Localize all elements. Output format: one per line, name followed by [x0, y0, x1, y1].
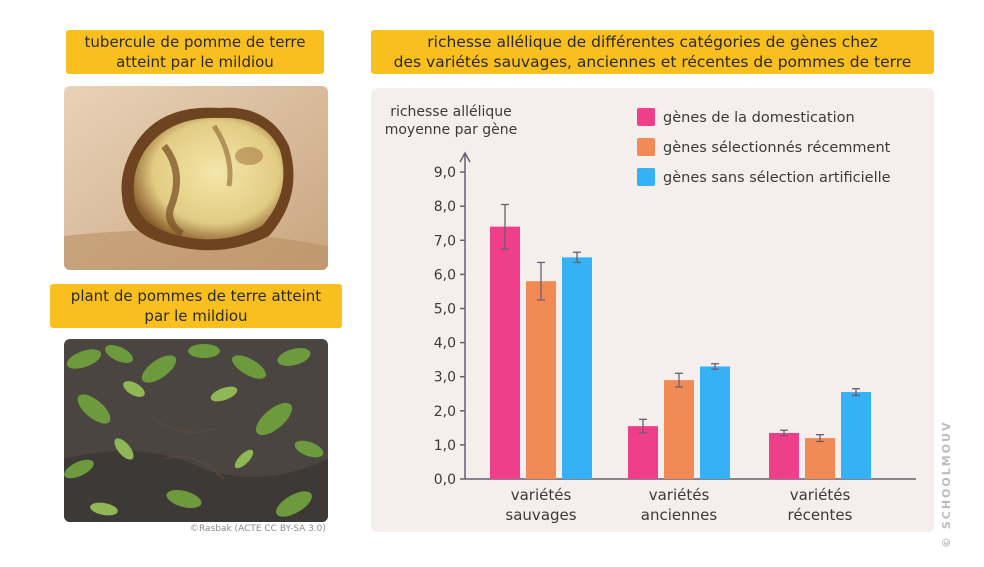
plant-caption-line-2: par le mildiou [144, 307, 248, 325]
y-tick-label: 5,0 [434, 302, 456, 318]
x-category-label: variétés [511, 486, 572, 504]
y-axis-arrow [459, 151, 471, 163]
legend-label: gènes sélectionnés récemment [663, 140, 891, 156]
chart-title-line-1: richesse allélique de différentes catégo… [427, 33, 878, 51]
plant-photo [64, 339, 328, 522]
y-tick-label: 9,0 [434, 165, 456, 181]
y-tick-label: 1,0 [434, 438, 456, 454]
chart-title: richesse allélique de différentes catégo… [371, 30, 934, 74]
tuber-photo [64, 86, 328, 270]
bar [526, 281, 556, 479]
bar [700, 366, 730, 479]
bar [664, 380, 694, 479]
chart-title-line-2: des variétés sauvages, anciennes et réce… [393, 53, 912, 71]
chart-panel: richesse allélique moyenne par gène 0,0 1,0… [371, 88, 934, 532]
legend-swatch [637, 168, 655, 186]
x-category-label: anciennes [641, 506, 718, 524]
y-tick-label: 0,0 [434, 472, 456, 488]
photo-credit: ©Rasbak (ACTE CC BY-SA 3.0) [190, 524, 326, 534]
tuber-caption: tubercule de pomme de terre atteint par … [66, 30, 324, 74]
bar [805, 438, 835, 479]
bar [562, 257, 592, 479]
y-axis-label-line: moyenne par gène [385, 122, 518, 138]
plant-caption: plant de pommes de terre atteint par le … [50, 284, 342, 328]
plant-caption-line-1: plant de pommes de terre atteint [70, 287, 322, 305]
y-tick-label: 8,0 [434, 199, 456, 215]
bar [490, 226, 520, 479]
bar [769, 432, 799, 479]
y-tick-label: 6,0 [434, 267, 456, 283]
tuber-caption-line-2: atteint par le mildiou [116, 53, 274, 71]
y-tick-label: 4,0 [434, 336, 456, 352]
legend-label: gènes de la domestication [663, 110, 855, 126]
legend-swatch [637, 138, 655, 156]
bar [628, 426, 658, 479]
tuber-caption-line-1: tubercule de pomme de terre [84, 33, 306, 51]
x-category-label: récentes [788, 506, 853, 524]
x-category-label: variétés [790, 486, 851, 504]
y-tick-label: 3,0 [434, 370, 456, 386]
y-tick-label: 2,0 [434, 404, 456, 420]
legend-label: gènes sans sélection artificielle [663, 170, 891, 186]
y-axis-label-line: richesse allélique [390, 104, 512, 120]
x-category-label: sauvages [505, 506, 576, 524]
bar [841, 392, 871, 479]
x-category-label: variétés [649, 486, 710, 504]
y-tick-label: 7,0 [434, 233, 456, 249]
bar-chart: richesse allélique moyenne par gène 0,0 1,0… [385, 104, 916, 524]
schoolmouv-watermark: © SCHOOLMOUV [940, 420, 953, 549]
legend-swatch [637, 108, 655, 126]
